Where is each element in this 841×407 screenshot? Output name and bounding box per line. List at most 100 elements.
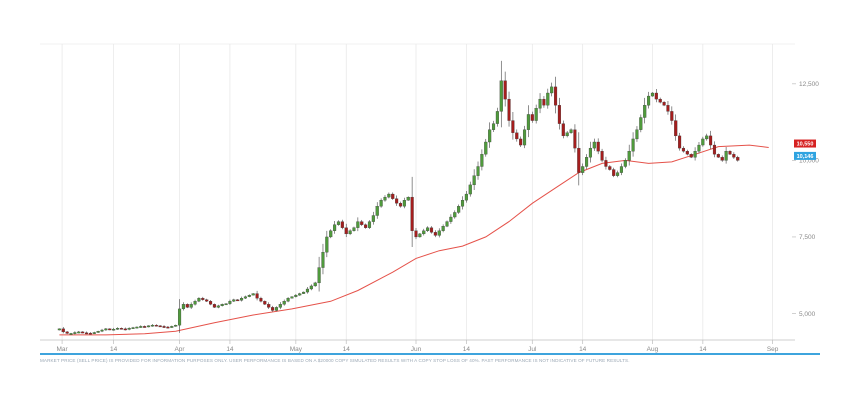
candle [534,104,538,124]
candle-up-body [697,144,701,152]
candle-up-body [290,296,294,299]
candle-down-body [716,154,720,158]
candle [251,293,255,296]
candle [123,327,127,331]
candle [247,294,251,298]
candle-up-body [309,285,313,290]
candle-up-body [701,138,705,146]
last-price-tag-red-label: 10,550 [797,142,814,148]
candle-up-body [402,200,406,207]
x-tick-label: 14 [110,346,118,353]
last-price-tags: 10,550 10,146 [794,139,816,160]
candle [325,230,329,258]
candle-up-body [693,151,697,158]
candle-down-body [542,98,546,106]
candle-down-body [515,132,519,140]
candle-down-body [84,332,89,335]
candle-up-body [383,196,387,201]
candle-up-body [251,293,255,296]
candle [150,323,154,327]
candle-up-body [449,216,453,222]
candle-up-body [104,328,108,331]
candle [705,133,709,141]
candle-down-body [364,224,368,228]
candle [499,60,503,128]
candle [131,326,135,329]
candle [658,97,662,104]
candle [639,114,643,133]
candle [309,284,313,291]
candle-down-body [340,221,344,228]
candle [526,105,530,138]
candle-up-body [112,328,116,331]
candle-up-body [534,108,538,121]
candle [336,220,341,226]
candle [395,195,399,206]
candle [472,169,476,191]
candle-up-body [282,301,286,305]
candle [69,332,73,335]
candle [619,163,623,176]
candle [480,149,484,171]
candle-up-body [635,129,639,140]
candle [522,125,527,149]
candle-up-body [135,326,139,329]
candle [119,327,123,330]
candle-down-body [604,160,608,167]
candle [278,302,282,310]
candle [127,327,131,331]
candle [154,324,158,327]
candle [212,303,216,308]
candle [170,325,174,328]
candle-up-body [581,166,585,173]
candle [685,149,689,156]
candle [701,136,705,147]
candle [57,328,61,331]
x-tick-label: Jun [411,346,422,353]
candle [422,228,426,236]
candle [348,229,352,236]
candle [410,176,414,247]
candle [689,153,693,159]
candle-up-body [565,132,569,137]
candle [666,100,670,115]
candle-up-body [616,172,620,176]
candle-up-body [550,86,554,94]
candle [577,132,581,186]
candle [437,228,441,238]
candle-up-body [619,166,623,173]
candle-down-body [608,166,612,170]
candle [457,204,461,214]
candle [519,136,523,148]
candle-down-body [185,304,189,308]
candle-up-body [336,221,341,225]
candle-down-body [511,120,515,133]
candle-down-body [398,203,403,207]
candle-down-body [561,123,565,137]
candle-up-body [546,92,550,106]
candle [709,130,713,150]
candle-up-body [197,298,201,302]
x-tick-label: 14 [343,346,351,353]
candle-up-body [317,267,321,284]
candle-down-body [689,154,693,158]
candle-up-body [468,184,472,195]
candle [674,114,678,141]
candle [294,294,298,298]
candle-up-body [131,327,135,329]
y-axis-ticks: 5,000 7,500 10,000 12,500 [792,81,819,318]
candle [581,163,585,176]
candle-up-body [588,147,592,158]
candle [398,201,403,208]
candle-down-body [61,328,65,333]
candle [608,165,612,171]
candle-up-body [329,230,333,238]
candle [96,330,100,333]
candle-up-body [352,227,356,231]
candle-up-body [441,226,445,231]
candle [108,328,112,331]
candle [406,196,410,201]
last-price-tag-red [794,139,816,148]
candle [333,221,337,234]
candle [402,197,406,209]
